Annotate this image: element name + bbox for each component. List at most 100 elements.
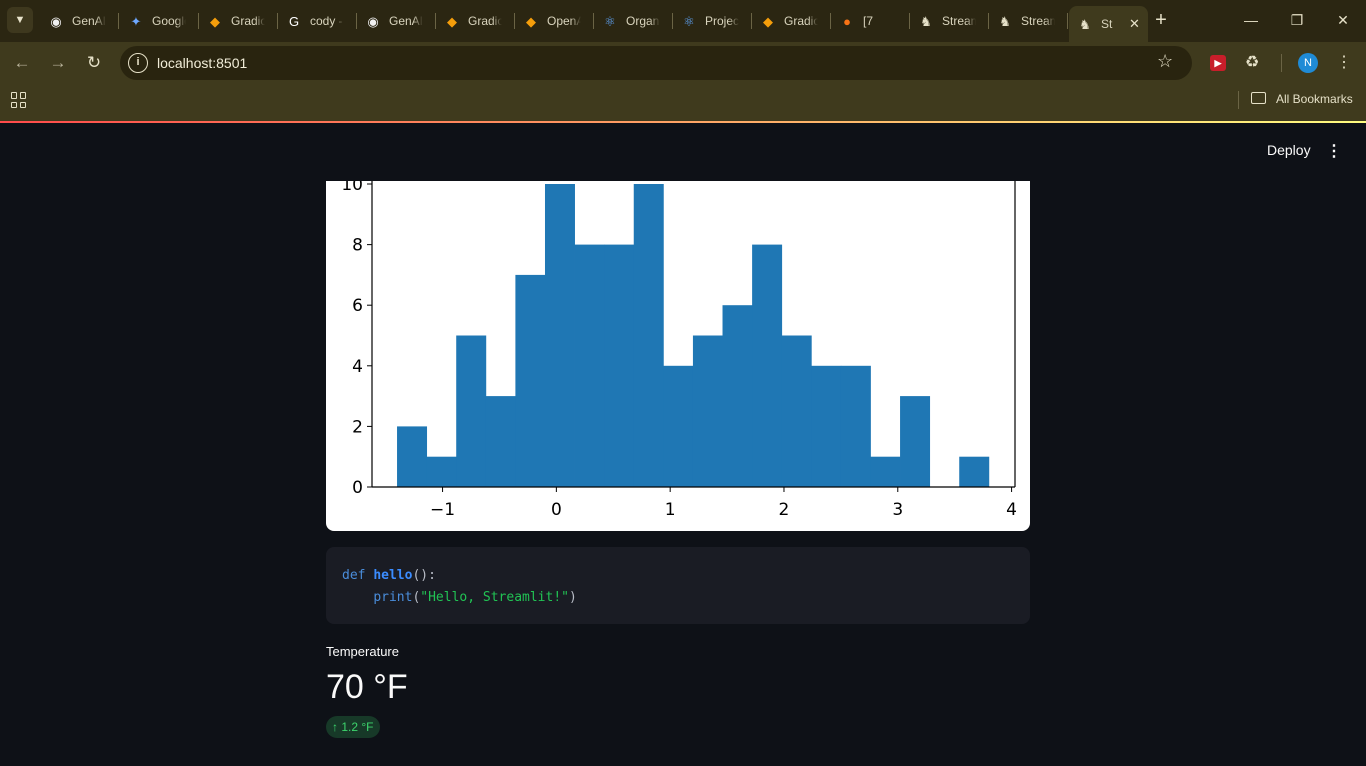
site-info-icon[interactable]: i	[128, 53, 148, 73]
histogram-chart: 0 2 4 6 8 10 −1 0 1 2 3 4	[326, 181, 1030, 531]
gradio-icon: ◆	[447, 13, 457, 29]
histogram-bar	[870, 456, 901, 487]
tab-4[interactable]: ◉ GenAI	[365, 8, 423, 34]
histogram-bar	[959, 456, 990, 487]
histogram-bar	[604, 244, 635, 487]
tab-label: Gradio	[784, 14, 818, 28]
histogram-bar	[840, 365, 871, 487]
arrow-left-icon: ←	[13, 53, 31, 72]
tab-1[interactable]: ✦ Google	[128, 8, 186, 34]
minimize-button[interactable]: —	[1244, 12, 1258, 28]
histogram-bar	[722, 305, 753, 487]
histogram-bar	[397, 426, 428, 487]
profile-avatar[interactable]: N	[1298, 53, 1318, 73]
tab-separator	[435, 13, 436, 29]
tab-0[interactable]: ◉ GenAI	[48, 8, 106, 34]
code-keyword: def	[342, 568, 366, 583]
histogram-svg: 0 2 4 6 8 10 −1 0 1 2 3 4	[341, 181, 1017, 520]
tab-separator	[356, 13, 357, 29]
close-window-button[interactable]: ✕	[1337, 12, 1349, 28]
extension-icon[interactable]: ▶	[1210, 55, 1226, 71]
tab-8[interactable]: ⚛ Projec	[681, 8, 739, 34]
code-builtin: print	[373, 590, 413, 605]
y-tick-label: 10	[341, 181, 363, 195]
code-indent	[342, 590, 373, 605]
y-tick-label: 0	[352, 478, 363, 498]
tab-12[interactable]: ♞ Stream	[997, 8, 1055, 34]
main-menu-icon[interactable]: ⋮	[1326, 143, 1342, 160]
histogram-bar	[752, 244, 783, 487]
streamlit-header-decoration	[0, 121, 1366, 123]
all-bookmarks-link[interactable]: All Bookmarks	[1276, 92, 1353, 106]
tab-5[interactable]: ◆ Gradio	[444, 8, 502, 34]
y-tick-label: 6	[352, 296, 363, 316]
extensions-puzzle-icon[interactable]: ♻	[1245, 54, 1260, 71]
address-bar[interactable]	[120, 46, 1192, 80]
new-tab-button[interactable]: +	[1155, 9, 1167, 31]
restore-button[interactable]: ❐	[1290, 12, 1304, 28]
tab-separator	[593, 13, 594, 29]
tab-7[interactable]: ⚛ Organ	[602, 8, 660, 34]
tab-search-button[interactable]: ▼	[7, 7, 33, 33]
bookmark-star-icon[interactable]: ☆	[1157, 51, 1174, 71]
tab-separator	[988, 13, 989, 29]
tab-6[interactable]: ◆ OpenAI	[523, 8, 581, 34]
fire-icon: ●	[843, 13, 851, 29]
code-line-2: print("Hello, Streamlit!")	[342, 587, 1014, 609]
folder-icon	[1251, 92, 1266, 104]
tab-separator	[672, 13, 673, 29]
tab-separator	[514, 13, 515, 29]
tab-10[interactable]: ● [7	[839, 8, 897, 34]
histogram-bar	[485, 396, 516, 487]
histogram-bar	[663, 365, 694, 487]
tab-2[interactable]: ◆ Gradio	[207, 8, 265, 34]
browser-menu-icon[interactable]: ⋮	[1336, 54, 1352, 71]
reload-button[interactable]: ↻	[82, 51, 106, 75]
gradio-icon: ◆	[210, 13, 220, 29]
forward-button[interactable]: →	[46, 51, 70, 75]
histogram-bar	[456, 335, 487, 487]
histogram-bar	[426, 456, 457, 487]
arrow-up-icon: ↑	[332, 720, 338, 734]
tab-11[interactable]: ♞ Stream	[918, 8, 976, 34]
code-punctuation: )	[569, 590, 577, 605]
tab-label: Stream	[942, 14, 976, 28]
url-text[interactable]: localhost:8501	[157, 55, 248, 71]
tab-9[interactable]: ◆ Gradio	[760, 8, 818, 34]
x-tick-label: 1	[665, 500, 676, 520]
code-string: "Hello, Streamlit!"	[420, 590, 569, 605]
deploy-button[interactable]: Deploy	[1267, 142, 1311, 158]
histogram-bar	[544, 184, 575, 487]
tab-separator	[118, 13, 119, 29]
tab-active[interactable]: ♞ St ✕	[1069, 6, 1148, 42]
tab-separator	[198, 13, 199, 29]
react-icon: ⚛	[683, 13, 695, 29]
close-tab-icon[interactable]: ✕	[1129, 16, 1140, 31]
code-punctuation: (	[412, 590, 421, 605]
react-icon: ⚛	[604, 13, 616, 29]
x-tick-label: 3	[892, 500, 903, 520]
tab-label: GenAI	[389, 14, 423, 28]
histogram-bar	[781, 335, 812, 487]
metric-label: Temperature	[326, 644, 399, 659]
tab-label: St	[1101, 17, 1113, 31]
github-icon: ◉	[50, 13, 62, 29]
tab-label: cody -	[310, 14, 343, 28]
y-tick-label: 2	[352, 417, 363, 437]
apps-grid-icon[interactable]	[11, 92, 27, 108]
y-tick-label: 8	[352, 236, 363, 256]
github-icon: ◉	[367, 13, 379, 29]
tab-label: Organ	[626, 14, 660, 28]
histogram-bar	[692, 335, 723, 487]
tab-separator	[830, 13, 831, 29]
tab-label: Gradio	[231, 14, 265, 28]
metric-delta: ↑ 1.2 °F	[326, 716, 380, 738]
code-block: def hello(): print("Hello, Streamlit!")	[326, 547, 1030, 624]
histogram-bar	[515, 274, 546, 487]
tab-separator	[1067, 13, 1068, 29]
metric-value: 70 °F	[326, 668, 408, 706]
back-button[interactable]: ←	[10, 51, 34, 75]
x-tick-label: 0	[551, 500, 562, 520]
histogram-bar	[574, 244, 605, 487]
